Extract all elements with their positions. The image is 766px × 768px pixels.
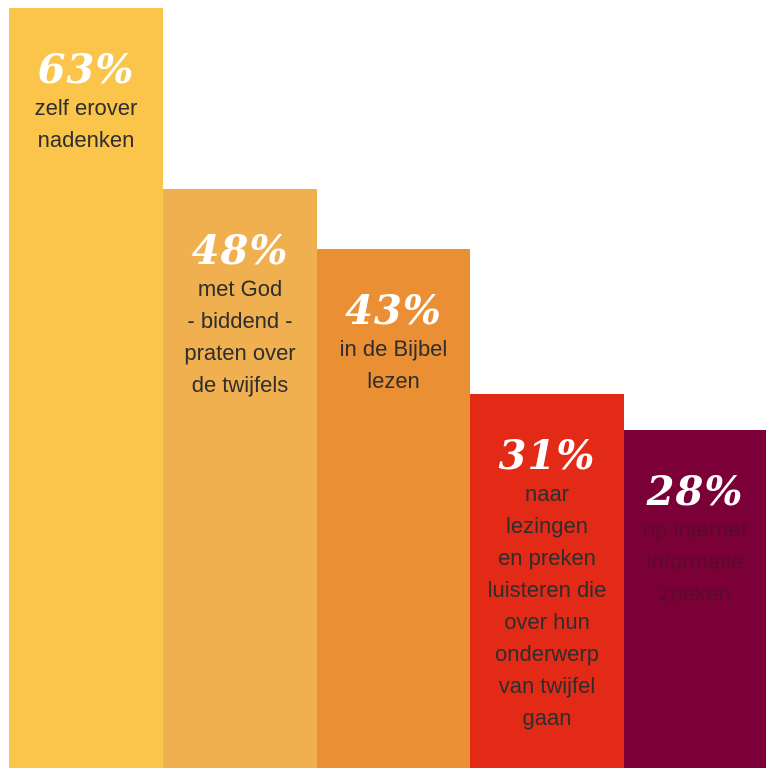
bar-category-label: op internet informatie zoeken <box>643 517 747 606</box>
bar-category-label: naar lezingen en preken luisteren die ov… <box>487 481 607 730</box>
bar-1: 63% zelf erover nadenken <box>9 8 163 768</box>
bar-value-label: 31% <box>498 432 596 479</box>
bar-3: 43% in de Bijbel lezen <box>317 249 470 768</box>
bar-value-label: 28% <box>646 468 744 515</box>
bar-value-label: 48% <box>191 227 289 274</box>
bar-2: 48% met God - biddend - praten over de tw… <box>163 189 317 768</box>
bar-5: 28% op internet informatie zoeken <box>624 430 766 768</box>
bar-4: 31% naar lezingen en preken luisteren die… <box>470 394 624 768</box>
bar-category-label: zelf erover nadenken <box>34 95 138 152</box>
bar-value-label: 63% <box>37 46 135 93</box>
bar-value-label: 43% <box>345 287 442 334</box>
bar-category-label: in de Bijbel lezen <box>339 336 448 393</box>
bar-category-label: met God - biddend - praten over de twijf… <box>184 276 296 397</box>
